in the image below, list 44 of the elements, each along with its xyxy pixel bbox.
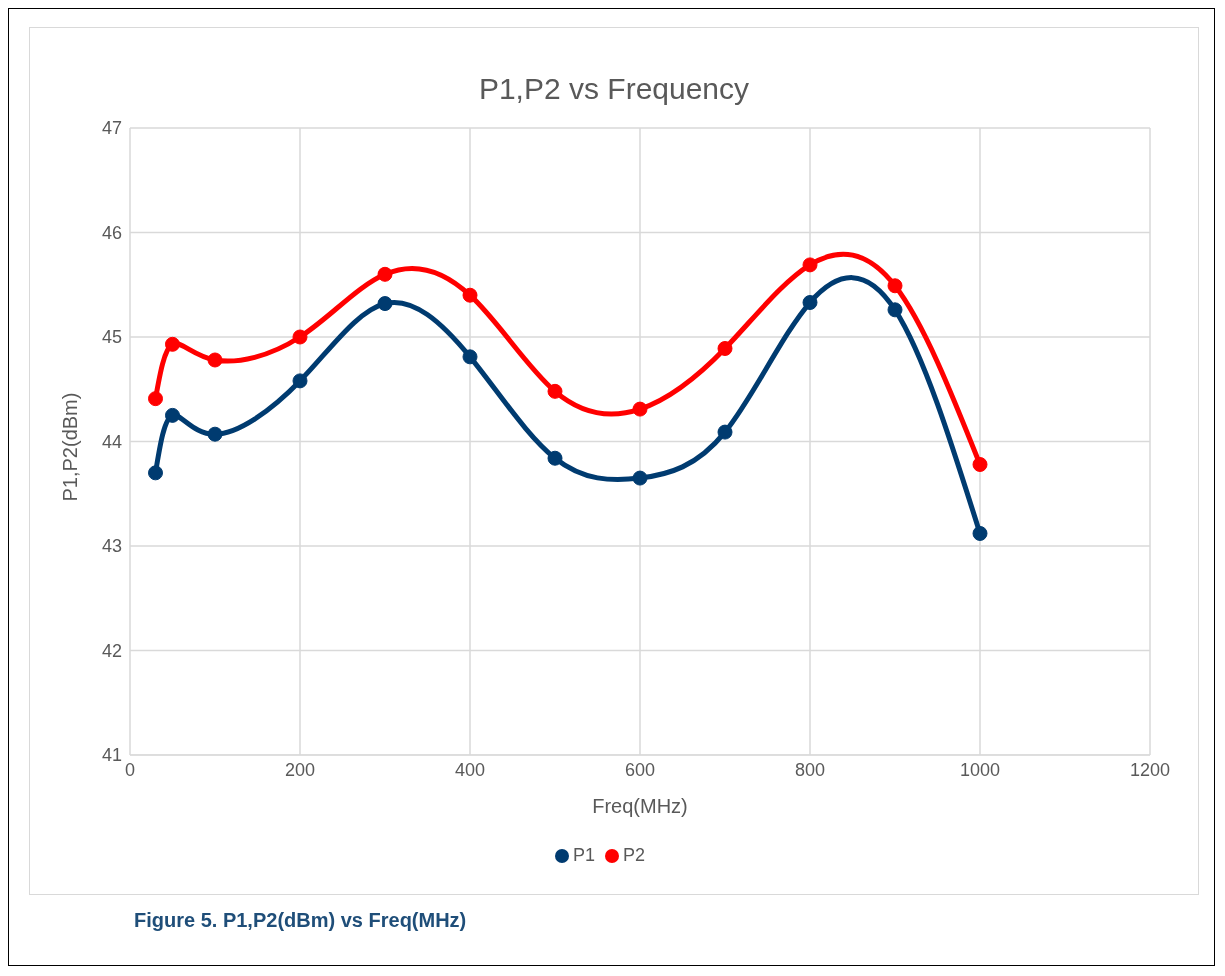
y-tick-label: 42 bbox=[101, 640, 122, 661]
point bbox=[547, 450, 563, 466]
point bbox=[148, 391, 163, 407]
point bbox=[802, 257, 818, 273]
x-tick-label: 200 bbox=[284, 759, 316, 780]
point bbox=[377, 266, 393, 282]
point bbox=[462, 349, 478, 365]
point bbox=[165, 336, 180, 352]
y-tick-label: 46 bbox=[101, 222, 122, 243]
legend-label: P2 bbox=[623, 845, 646, 865]
point bbox=[148, 465, 163, 481]
point bbox=[972, 525, 988, 541]
point bbox=[377, 296, 393, 312]
x-tick-label: 1000 bbox=[959, 759, 1001, 780]
point bbox=[717, 424, 733, 440]
point bbox=[972, 456, 988, 472]
point bbox=[887, 278, 903, 294]
y-tick-label: 47 bbox=[101, 118, 122, 139]
point bbox=[632, 401, 648, 417]
point bbox=[292, 373, 308, 389]
legend-label: P1 bbox=[572, 845, 595, 865]
y-tick-label: 43 bbox=[101, 536, 122, 557]
x-tick-label: 1200 bbox=[1129, 759, 1171, 780]
x-tick-label: 0 bbox=[124, 759, 136, 780]
point bbox=[887, 302, 903, 318]
point bbox=[462, 287, 478, 303]
point bbox=[632, 470, 648, 486]
y-axis-title: P1,P2(dBm) bbox=[59, 392, 82, 502]
chart-title: P1,P2 vs Frequency bbox=[477, 72, 751, 106]
point bbox=[292, 329, 308, 345]
x-tick-label: 400 bbox=[454, 759, 486, 780]
y-tick-label: 41 bbox=[101, 745, 122, 766]
point bbox=[717, 341, 733, 356]
point bbox=[207, 426, 223, 442]
caption: Figure 5. P1,P2(dBm) vs Freq(MHz) bbox=[134, 909, 467, 932]
point bbox=[207, 352, 223, 368]
x-tick-label: 600 bbox=[624, 759, 656, 780]
point bbox=[547, 383, 563, 399]
y-tick-label: 44 bbox=[101, 431, 122, 452]
point bbox=[802, 295, 818, 311]
point bbox=[165, 407, 180, 423]
y-tick-label: 45 bbox=[101, 327, 122, 348]
x-axis-title: Freq(MHz) bbox=[592, 795, 688, 817]
x-tick-label: 800 bbox=[794, 759, 826, 780]
